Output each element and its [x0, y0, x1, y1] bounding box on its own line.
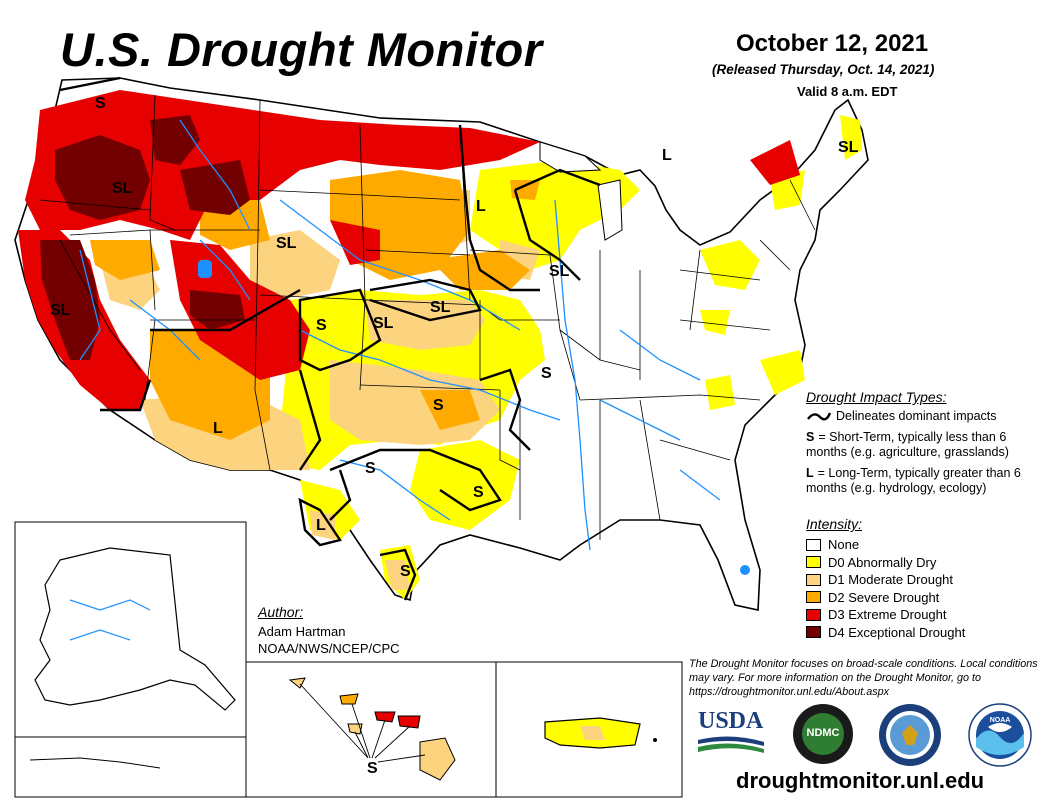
impact-short-row: S = Short-Term, typically less than 6 mon…: [806, 430, 1042, 460]
label-s-hi: S: [367, 760, 378, 777]
puerto-rico-inset: [544, 717, 657, 749]
label-sl-or: SL: [112, 180, 133, 197]
impact-delineates-text: Delineates dominant impacts: [836, 409, 997, 423]
author-org: NOAA/NWS/NCEP/CPC: [258, 641, 400, 656]
impact-lines: [59, 76, 601, 601]
intensity-row-d2: D2 Severe Drought: [806, 589, 965, 607]
footnote: The Drought Monitor focuses on broad-sca…: [689, 658, 1038, 698]
delineation-line-icon: [807, 412, 832, 421]
label-s-mo: S: [541, 365, 552, 382]
author-block: Author: Adam Hartman NOAA/NWS/NCEP/CPC: [258, 604, 400, 657]
label-sl-ia: SL: [549, 263, 570, 280]
label-s-co: S: [316, 317, 327, 334]
swatch-d4: [806, 626, 821, 639]
lakes: [198, 141, 750, 575]
ndmc-logo-seal: [793, 704, 853, 764]
release-date: (Released Thursday, Oct. 14, 2021): [712, 62, 935, 77]
intensity-label-d3: D3 Extreme Drought: [828, 607, 947, 623]
noaa-logo-seal: [968, 703, 1032, 767]
hawaii-inset: [288, 677, 456, 781]
impact-legend: Drought Impact Types: Delineates dominan…: [806, 389, 1042, 502]
label-l-wtx: L: [316, 517, 326, 534]
inset-frames: [14, 521, 683, 798]
impact-long-row: L = Long-Term, typically greater than 6 m…: [806, 466, 1042, 496]
usda-logo-waves: [698, 736, 764, 753]
valid-time: Valid 8 a.m. EDT: [797, 84, 898, 99]
label-s-tx: S: [365, 460, 376, 477]
impact-short-key: S: [806, 430, 815, 444]
swatch-d0: [806, 556, 821, 569]
impact-short-text: = Short-Term, typically less than 6 mont…: [806, 430, 1009, 459]
intensity-label-d4: D4 Exceptional Drought: [828, 624, 966, 640]
ndmc-logo: NDMC: [792, 703, 854, 765]
noaa-logo: NOAA: [968, 703, 1032, 767]
label-sl-ks: SL: [373, 315, 394, 332]
label-s-etx: S: [473, 484, 484, 501]
impact-labels: S SL SL SL S SL SL L SL L SL S S L S S L…: [50, 95, 859, 777]
label-s-ok: S: [433, 397, 444, 414]
intensity-row-d0: D0 Abnormally Dry: [806, 554, 965, 572]
intensity-label-d0: D0 Abnormally Dry: [828, 554, 937, 570]
impact-long-key: L: [806, 466, 814, 480]
label-l-az: L: [213, 420, 223, 437]
author-name: Adam Hartman: [258, 624, 346, 639]
noaa-logo-text: NOAA: [989, 717, 1011, 724]
impact-delineates-row: Delineates dominant impacts: [806, 409, 1042, 424]
label-l-nd: L: [476, 198, 486, 215]
map-title: U.S. Drought Monitor: [60, 23, 543, 76]
label-sl-me: SL: [838, 139, 859, 156]
usda-logo: USDA: [698, 708, 768, 756]
label-sl-ne: SL: [430, 299, 451, 316]
intensity-label-none: None: [828, 537, 860, 553]
intensity-row-d4: D4 Exceptional Drought: [806, 624, 965, 642]
commerce-seal-logo: [879, 704, 941, 766]
label-sl-ca: SL: [50, 302, 71, 319]
ndmc-logo-text: NDMC: [806, 727, 840, 739]
swatch-d2: [806, 591, 821, 604]
label-s-stx: S: [400, 563, 411, 580]
d4-areas: [40, 115, 250, 360]
impact-legend-title: Drought Impact Types:: [806, 389, 947, 405]
impact-long-text: = Long-Term, typically greater than 6 mo…: [806, 466, 1021, 495]
state-boundaries: [39, 94, 816, 540]
swatch-d3: [806, 608, 821, 621]
intensity-row-none: None: [806, 536, 965, 554]
intensity-legend-title: Intensity:: [806, 516, 863, 532]
intensity-label-d2: D2 Severe Drought: [828, 589, 940, 605]
intensity-row-d1: D1 Moderate Drought: [806, 571, 965, 589]
author-title: Author:: [258, 604, 304, 620]
swatch-d1: [806, 573, 821, 586]
label-sl-wy: SL: [276, 235, 297, 252]
intensity-legend: Intensity: None D0 Abnormally Dry D1 Mod…: [806, 516, 965, 641]
label-s-wa: S: [95, 95, 106, 112]
website-link[interactable]: droughtmonitor.unl.edu: [736, 768, 985, 793]
intensity-label-d1: D1 Moderate Drought: [828, 572, 954, 588]
usda-logo-text: USDA: [698, 708, 764, 734]
alaska-inset: [29, 547, 236, 769]
label-l-mi: L: [662, 147, 672, 164]
intensity-row-d3: D3 Extreme Drought: [806, 606, 965, 624]
map-date: October 12, 2021: [736, 30, 929, 57]
swatch-none: [806, 538, 821, 551]
